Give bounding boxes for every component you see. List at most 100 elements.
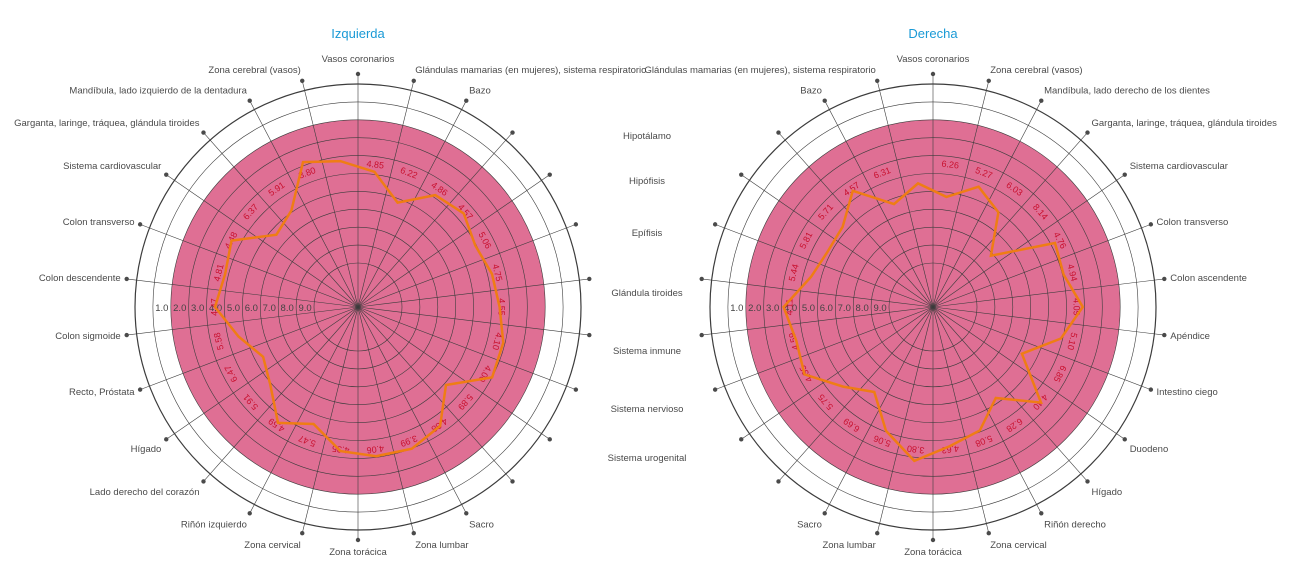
category-labels: Vasos coronarios Zona cerebral (vasos) Man… — [645, 54, 1278, 558]
category-label: Zona torácica — [329, 547, 387, 558]
spoke — [932, 133, 1088, 308]
category-label: Zona lumbar — [822, 540, 875, 551]
spoke-end-dot — [822, 98, 827, 103]
spoke — [357, 306, 513, 481]
spoke-end-dot — [247, 98, 252, 103]
category-label: Colon descendente — [39, 273, 121, 284]
category-label: Colon ascendente — [1170, 273, 1247, 284]
category-label: Mandíbula, lado derecho de los dientes — [1044, 85, 1210, 96]
value-label: 4.09 — [1072, 298, 1082, 316]
category-label: Colon transverso — [1157, 217, 1229, 228]
spoke — [357, 81, 414, 308]
radar-chart-left: Izquierda 9.08.07.06.05.04.03.02.01.04.8… — [14, 26, 646, 558]
category-label: Riñón derecho — [1044, 520, 1106, 531]
spoke — [877, 306, 934, 533]
spoke — [715, 224, 934, 308]
value-label: 4.63 — [941, 443, 960, 455]
spoke — [357, 224, 576, 308]
spoke-end-dot — [464, 511, 469, 516]
value-label: 5.10 — [1065, 332, 1079, 351]
spoke-end-dot — [699, 332, 704, 338]
category-label: Zona torácica — [904, 547, 962, 558]
spoke — [302, 306, 359, 533]
radial-tick-label: 6.0 — [245, 303, 258, 314]
spoke-end-dot — [587, 276, 592, 282]
radial-tick-label: 7.0 — [838, 303, 851, 314]
spoke-end-dot — [1122, 172, 1127, 177]
spoke-end-dot — [1148, 387, 1154, 392]
radial-tick-label: 9.0 — [873, 303, 886, 314]
radial-tick-label: 1.0 — [730, 303, 743, 314]
spoke — [778, 306, 934, 481]
spoke — [932, 306, 1151, 390]
spoke — [357, 174, 550, 308]
spoke — [357, 306, 589, 336]
spoke-end-dot — [1162, 332, 1167, 338]
category-label: Apéndice — [1170, 331, 1210, 342]
middle-label: Glándula tiroides — [611, 288, 683, 299]
spoke-end-dot — [201, 479, 206, 484]
spoke-end-dot — [776, 130, 781, 135]
spoke — [140, 306, 359, 390]
spoke-end-dot — [201, 130, 206, 135]
category-label: Hígado — [131, 444, 162, 455]
spoke-end-dot — [822, 511, 827, 516]
spokes — [124, 71, 592, 543]
radial-tick-label: 4.0 — [784, 303, 797, 314]
spoke — [249, 101, 359, 308]
value-label: 4.11 — [785, 299, 795, 316]
category-label: Hígado — [1092, 487, 1123, 498]
spoke — [203, 133, 359, 308]
radial-tick-label: 5.0 — [227, 303, 240, 314]
spoke-end-dot — [875, 78, 880, 83]
spoke-end-dot — [699, 276, 704, 282]
category-label: Glándulas mamarias (en mujeres), sistema… — [415, 65, 646, 76]
value-label: 5.58 — [212, 332, 226, 351]
category-label: Intestino ciego — [1157, 387, 1218, 398]
spoke-end-dot — [930, 71, 936, 77]
category-label: Colon transverso — [63, 217, 135, 228]
chart-title-right: Derecha — [908, 26, 958, 41]
spoke — [140, 224, 359, 308]
spoke — [932, 306, 1088, 481]
radial-tick-label: 5.0 — [802, 303, 815, 314]
middle-label: Sistema urogenital — [608, 453, 687, 464]
data-series-line — [782, 181, 1085, 463]
spoke-end-dot — [1085, 479, 1090, 484]
spoke-end-dot — [712, 387, 718, 392]
spoke — [932, 224, 1151, 308]
spoke — [932, 278, 1164, 308]
spoke-end-dot — [1039, 511, 1044, 516]
spoke-end-dot — [573, 222, 579, 227]
value-label: 4.06 — [366, 443, 385, 455]
spoke-end-dot — [712, 222, 718, 227]
spoke-end-dot — [247, 511, 252, 516]
spoke-end-dot — [986, 78, 991, 83]
spoke — [357, 306, 414, 533]
spoke-end-dot — [573, 387, 579, 392]
radial-tick-label: 3.0 — [766, 303, 779, 314]
spoke-end-dot — [587, 332, 592, 338]
spoke-end-dot — [739, 437, 744, 442]
spoke-end-dot — [739, 172, 744, 177]
category-label: Mandíbula, lado izquierdo de la dentadur… — [69, 85, 247, 96]
spoke-end-dot — [124, 276, 129, 282]
category-label: Vasos coronarios — [897, 54, 970, 65]
spoke — [357, 306, 467, 513]
category-label: Colon sigmoide — [55, 331, 120, 342]
radial-tick-label: 3.0 — [191, 303, 204, 314]
spoke — [778, 133, 934, 308]
spoke — [932, 174, 1125, 308]
middle-label: Sistema nervioso — [611, 404, 684, 415]
spoke — [357, 306, 550, 440]
category-label: Zona cervical — [244, 540, 301, 551]
radial-tick-label: 8.0 — [281, 303, 294, 314]
value-label: 4.85 — [366, 159, 385, 171]
spoke-end-dot — [300, 531, 305, 536]
category-label: Sacro — [797, 520, 822, 531]
radar-chart-right: Derecha 9.0 8.0 7.0 6.0 5.0 4.0 3.0 2.0 1.0 6.26 5… — [645, 26, 1278, 558]
category-label: Bazo — [800, 85, 822, 96]
value-label: 4.81 — [212, 263, 226, 282]
spoke-end-dot — [1148, 222, 1154, 227]
